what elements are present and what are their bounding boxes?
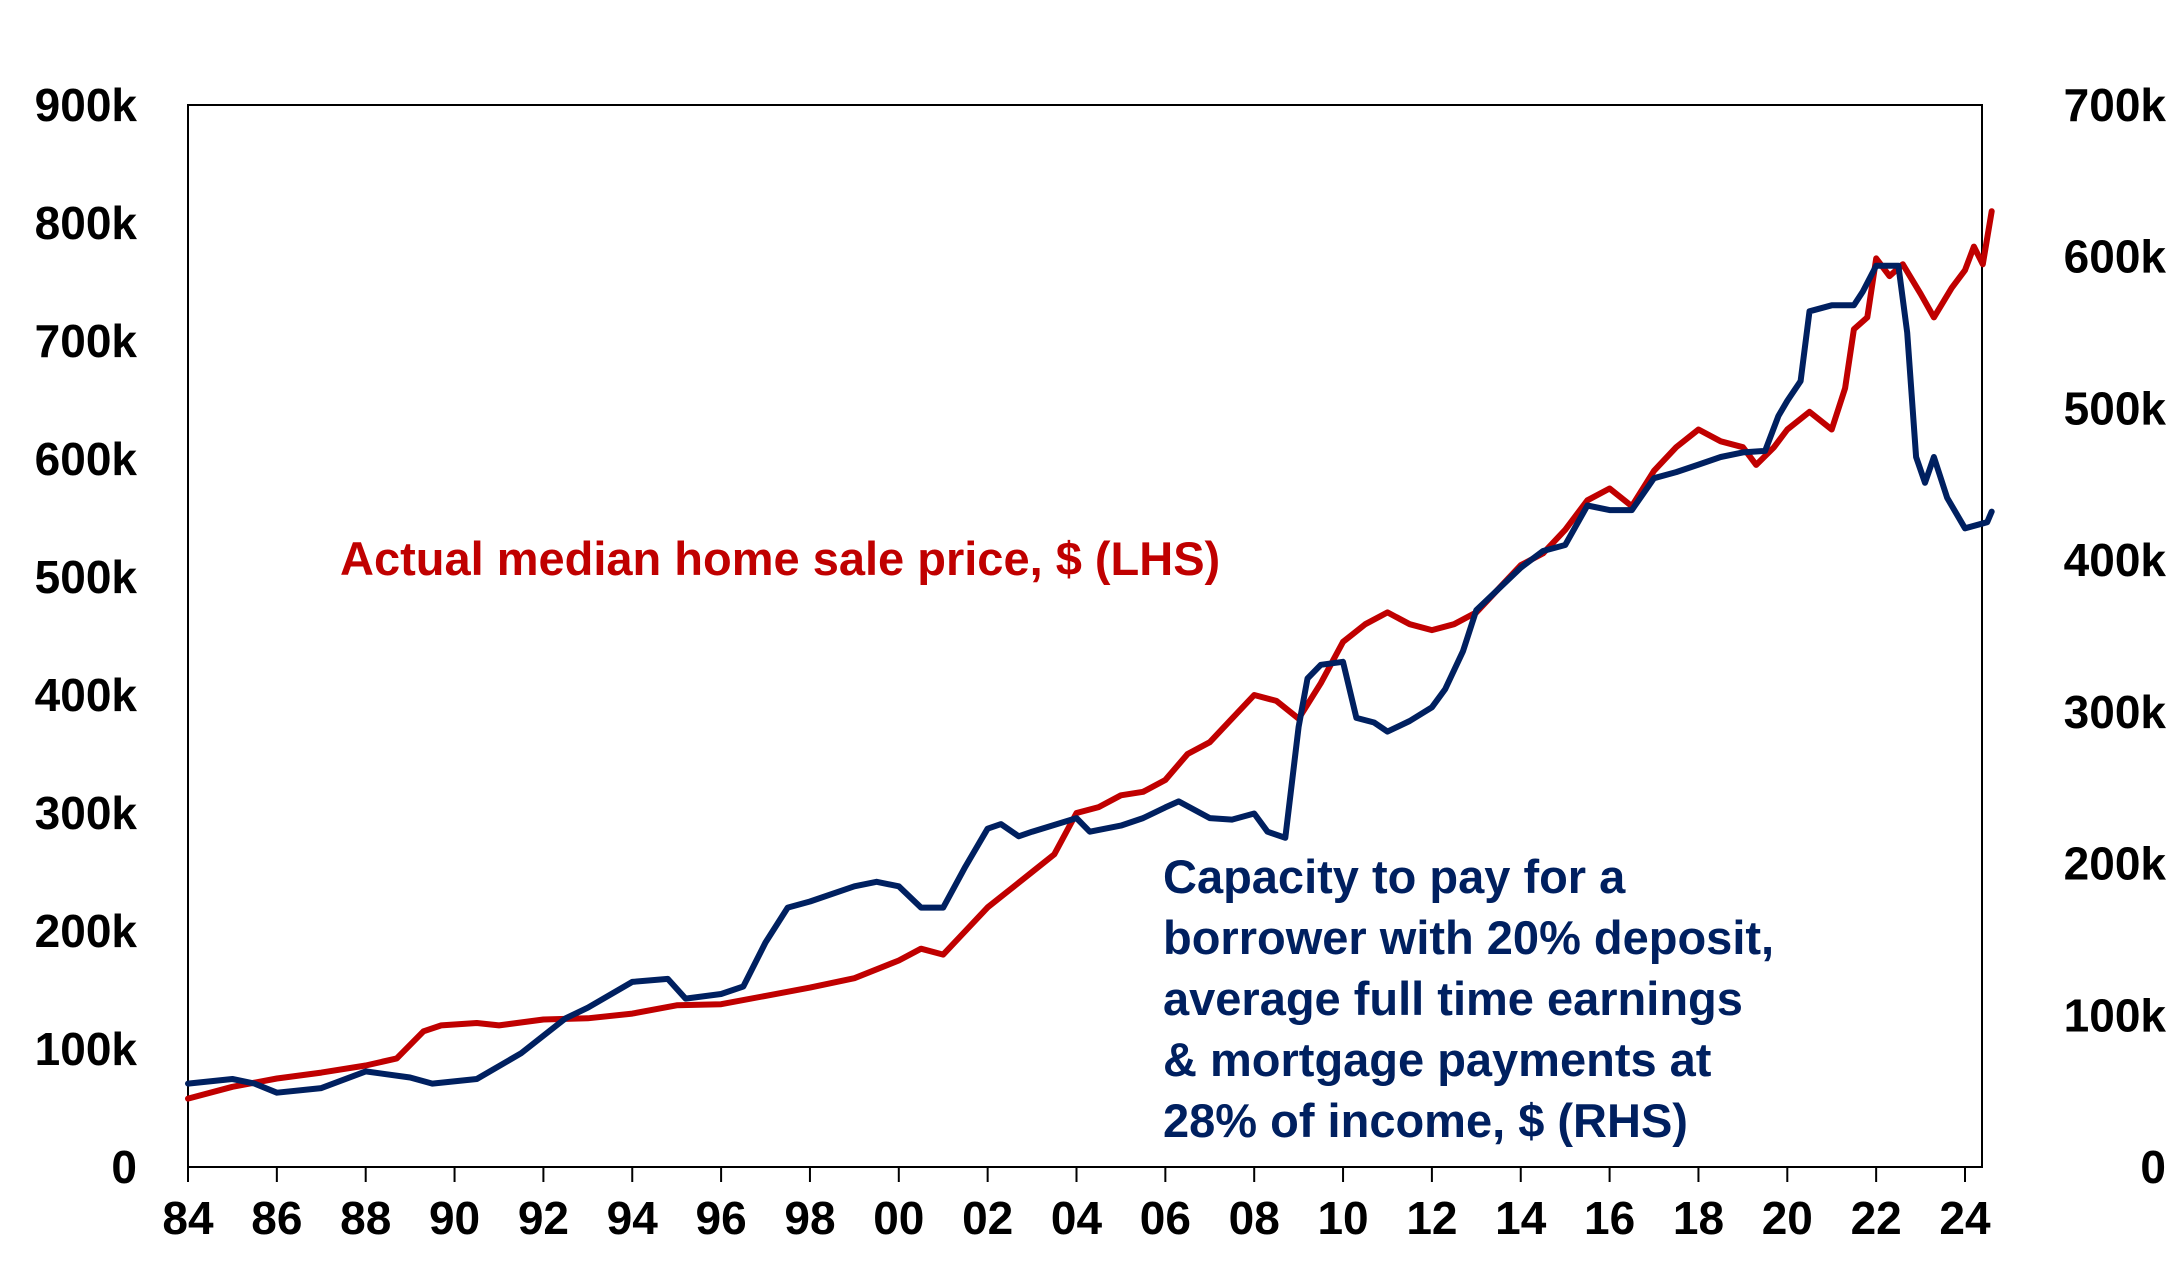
red-series-annotation: Actual median home sale price, $ (LHS) — [340, 532, 1220, 585]
y-right-tick-label: 700k — [2064, 79, 2167, 131]
x-tick-label: 00 — [873, 1192, 924, 1244]
y-left-tick-label: 900k — [35, 79, 138, 131]
blue-series-annotation: Capacity to pay for a borrower with 20% d… — [1163, 850, 1774, 1147]
x-tick-label: 84 — [162, 1192, 214, 1244]
y-left-tick-label: 0 — [111, 1141, 137, 1193]
y-left-tick-label: 100k — [35, 1023, 138, 1075]
y-left-tick-label: 600k — [35, 433, 138, 485]
y-left-tick-label: 300k — [35, 787, 138, 839]
blue-annotation-line: 28% of income, $ (RHS) — [1163, 1094, 1688, 1147]
x-tick-label: 24 — [1939, 1192, 1991, 1244]
y-right-tick-label: 200k — [2064, 838, 2167, 890]
x-tick-label: 02 — [962, 1192, 1013, 1244]
x-tick-label: 18 — [1673, 1192, 1724, 1244]
x-tick-label: 20 — [1762, 1192, 1813, 1244]
x-tick-label: 96 — [696, 1192, 747, 1244]
x-tick-label: 10 — [1317, 1192, 1368, 1244]
x-tick-label: 98 — [784, 1192, 835, 1244]
plot-area — [187, 104, 1983, 1168]
median-price-line — [185, 208, 1995, 1102]
x-tick-label: 08 — [1229, 1192, 1280, 1244]
blue-annotation-line: average full time earnings — [1163, 972, 1743, 1025]
x-tick-label: 22 — [1851, 1192, 1902, 1244]
x-tick-label: 16 — [1584, 1192, 1635, 1244]
x-tick-label: 86 — [251, 1192, 302, 1244]
y-right-tick-label: 0 — [2140, 1141, 2166, 1193]
x-tick-label: 06 — [1140, 1192, 1191, 1244]
blue-annotation-line: borrower with 20% deposit, — [1163, 911, 1774, 964]
x-tick-label: 90 — [429, 1192, 480, 1244]
x-tick-label: 04 — [1051, 1192, 1103, 1244]
x-tick-label: 88 — [340, 1192, 391, 1244]
x-tick-label: 12 — [1406, 1192, 1457, 1244]
blue-annotation-line: & mortgage payments at — [1163, 1033, 1712, 1086]
y-left-tick-label: 400k — [35, 669, 138, 721]
y-right-tick-label: 300k — [2064, 686, 2167, 738]
y-left-tick-label: 500k — [35, 551, 138, 603]
y-left-tick-label: 800k — [35, 197, 138, 249]
y-left-tick-label: 200k — [35, 905, 138, 957]
blue-annotation-line: Capacity to pay for a — [1163, 850, 1626, 903]
y-right-tick-label: 100k — [2064, 989, 2167, 1041]
x-tick-label: 92 — [518, 1192, 569, 1244]
y-left-tick-label: 700k — [35, 315, 138, 367]
x-tick-label: 94 — [607, 1192, 659, 1244]
y-right-tick-label: 400k — [2064, 534, 2167, 586]
y-right-tick-label: 500k — [2064, 382, 2167, 434]
y-right-tick-label: 600k — [2064, 231, 2167, 283]
capacity-to-pay-line — [185, 262, 1995, 1096]
x-tick-label: 14 — [1495, 1192, 1547, 1244]
